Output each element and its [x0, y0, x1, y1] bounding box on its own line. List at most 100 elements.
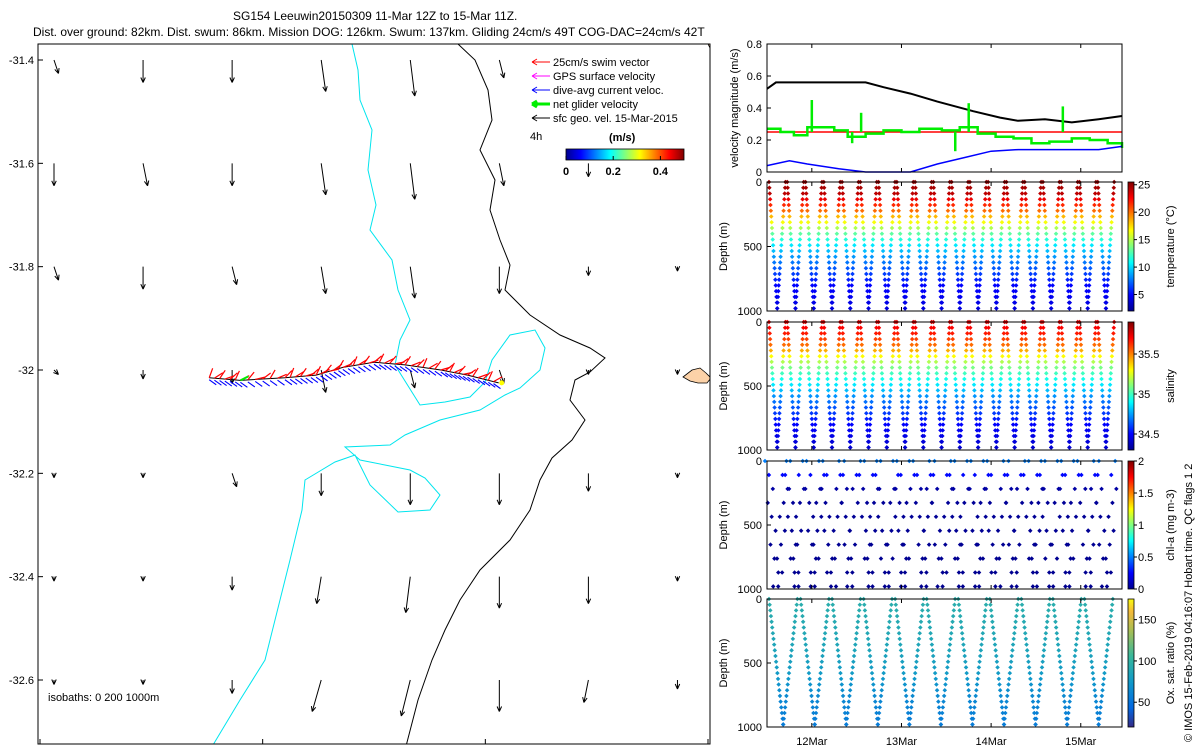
section-point — [957, 613, 963, 619]
section-point — [805, 528, 811, 533]
section-point — [974, 283, 979, 288]
section-point — [968, 325, 973, 330]
section-point — [1055, 202, 1061, 208]
section-point — [1084, 619, 1090, 625]
section-point — [909, 348, 914, 353]
section-point — [998, 486, 1004, 492]
section-point — [833, 584, 839, 589]
section-point — [1082, 399, 1087, 405]
section-point — [805, 659, 810, 664]
section-point — [953, 382, 959, 387]
geo-vector — [314, 576, 322, 604]
section-point — [897, 371, 903, 376]
section-point — [804, 202, 810, 208]
section-point — [1052, 388, 1058, 393]
section-point — [845, 705, 851, 710]
section-point — [781, 202, 787, 208]
legend-cbar-label: 0.4 — [653, 166, 669, 178]
section-point — [1072, 365, 1077, 370]
section-point — [1007, 365, 1012, 370]
section-point — [1018, 353, 1023, 359]
section-point — [769, 619, 774, 625]
section-point — [795, 405, 801, 410]
section-point — [826, 248, 831, 254]
section-point — [1010, 422, 1016, 427]
section-point — [792, 428, 797, 433]
section-point — [799, 353, 804, 359]
section-point — [973, 693, 978, 699]
dac-vector — [394, 365, 403, 372]
dac-vector — [472, 378, 481, 384]
section-point — [1089, 382, 1095, 387]
section-point — [1021, 472, 1026, 478]
section-point — [780, 219, 786, 225]
section-point — [950, 619, 955, 625]
section-point — [1060, 208, 1066, 213]
section-point — [834, 231, 840, 236]
time-axis: 12Mar 13Mar 14Mar 15Mar — [796, 736, 1096, 748]
section-point — [774, 306, 780, 311]
section-point — [788, 371, 793, 376]
section-point — [987, 500, 993, 506]
section-point — [975, 294, 980, 300]
section-point — [1010, 271, 1015, 277]
section-point — [1014, 277, 1019, 282]
section-point — [1105, 422, 1110, 427]
section-point — [1061, 365, 1067, 370]
section-point — [832, 619, 837, 625]
section-point — [925, 231, 931, 236]
section-point — [795, 410, 800, 416]
section-point — [768, 348, 774, 353]
section-point — [814, 393, 820, 399]
section-point — [834, 642, 840, 647]
section-point — [872, 214, 877, 219]
section-point — [903, 693, 909, 699]
section-point — [826, 393, 831, 399]
section-point — [931, 472, 936, 478]
section-point — [844, 722, 849, 727]
section-point — [1045, 260, 1051, 265]
section-point — [1053, 231, 1059, 236]
map-ytick-label: -32 — [18, 365, 34, 377]
section-point — [932, 670, 938, 676]
section-point — [905, 410, 910, 416]
section-point — [825, 242, 831, 248]
swim-vector — [410, 361, 421, 367]
section-point — [809, 699, 815, 704]
section-point — [767, 191, 773, 196]
cbar-tick-label: 0.5 — [1138, 552, 1153, 564]
section-point — [1054, 214, 1060, 219]
section-point — [1030, 445, 1036, 450]
section-point — [847, 433, 852, 439]
isobath-label: isobaths: 0 200 1000m — [48, 692, 159, 704]
section-point — [770, 584, 776, 589]
section-point — [1054, 630, 1060, 636]
section-point — [854, 630, 859, 636]
panel-frame — [766, 181, 1123, 312]
section-point — [1016, 248, 1021, 254]
section-point — [1006, 214, 1011, 219]
section-point — [785, 682, 790, 687]
vel-ytick-label: 0.6 — [747, 71, 762, 83]
section-point — [1089, 665, 1095, 670]
section-point — [1064, 399, 1069, 405]
section-point — [1085, 445, 1090, 450]
section-point — [914, 342, 919, 348]
section-point — [873, 196, 878, 202]
section-point — [1037, 196, 1043, 202]
section-point — [1101, 265, 1106, 271]
section-point — [1005, 196, 1010, 202]
section-point — [899, 388, 904, 393]
section-point — [979, 242, 985, 248]
section-point — [957, 306, 963, 311]
section-point — [842, 219, 847, 225]
section-point — [878, 214, 884, 219]
section-point — [808, 265, 814, 271]
dac-vector — [289, 378, 298, 385]
section-point — [956, 433, 962, 439]
section-point — [1044, 371, 1049, 376]
section-point — [1053, 619, 1058, 625]
section-point — [886, 410, 892, 416]
section-point — [896, 528, 901, 533]
section-point — [896, 625, 901, 630]
